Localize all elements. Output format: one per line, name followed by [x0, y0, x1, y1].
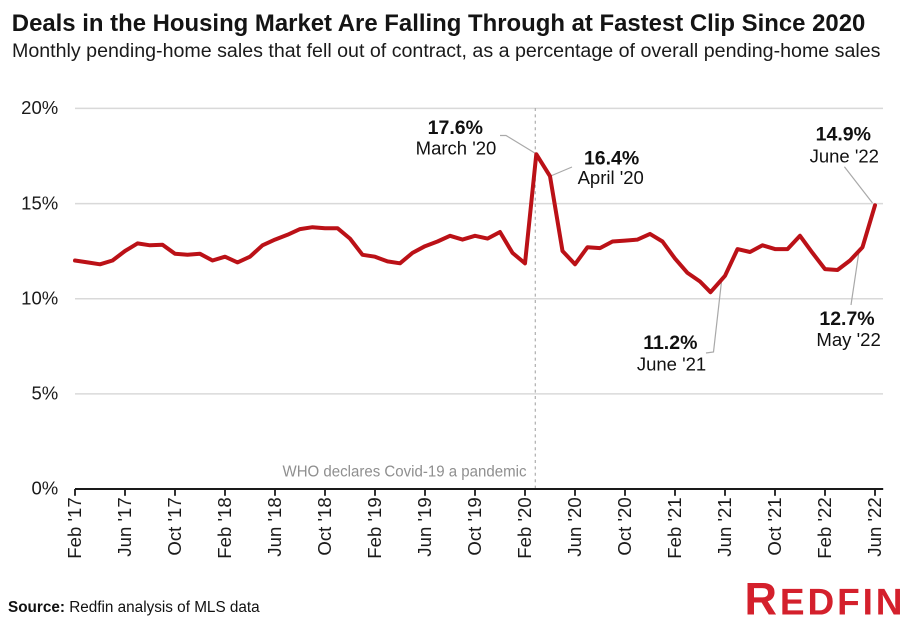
svg-text:Source: Redfin analysis of MLS: Source: Redfin analysis of MLS data: [8, 599, 260, 616]
svg-text:5%: 5%: [31, 383, 58, 404]
svg-text:15%: 15%: [21, 192, 58, 213]
svg-text:Jun '19: Jun '19: [414, 497, 435, 556]
svg-text:Oct '19: Oct '19: [464, 497, 485, 555]
svg-text:Oct '20: Oct '20: [614, 497, 635, 555]
svg-text:April '20: April '20: [578, 167, 644, 188]
svg-text:Deals in the Housing Market Ar: Deals in the Housing Market Are Falling …: [12, 10, 866, 37]
svg-text:11.2%: 11.2%: [643, 332, 697, 354]
svg-text:WHO declares Covid-19 a pandem: WHO declares Covid-19 a pandemic: [283, 463, 527, 480]
svg-text:17.6%: 17.6%: [428, 117, 483, 139]
svg-text:Jun '18: Jun '18: [264, 497, 285, 556]
svg-text:REDFIN: REDFIN: [745, 574, 900, 625]
svg-text:12.7%: 12.7%: [819, 308, 874, 330]
svg-text:June '22: June '22: [810, 146, 879, 167]
svg-text:Monthly pending-home sales tha: Monthly pending-home sales that fell out…: [12, 41, 881, 62]
svg-text:Feb '17: Feb '17: [64, 497, 85, 558]
svg-text:Feb '19: Feb '19: [364, 497, 385, 558]
svg-text:Oct '17: Oct '17: [164, 497, 185, 555]
svg-text:Feb '18: Feb '18: [214, 497, 235, 558]
svg-text:Feb '20: Feb '20: [514, 497, 535, 558]
svg-text:Oct '18: Oct '18: [314, 497, 335, 555]
svg-text:Jun '20: Jun '20: [564, 497, 585, 556]
svg-text:0%: 0%: [31, 478, 58, 499]
svg-text:14.9%: 14.9%: [816, 124, 871, 146]
svg-text:May '22: May '22: [816, 329, 881, 350]
svg-text:10%: 10%: [21, 288, 58, 309]
svg-text:Feb '22: Feb '22: [814, 497, 835, 558]
svg-text:20%: 20%: [21, 97, 58, 118]
svg-text:Feb '21: Feb '21: [664, 497, 685, 558]
svg-text:March '20: March '20: [416, 138, 497, 159]
svg-text:Jun '21: Jun '21: [714, 497, 735, 556]
svg-text:Jun '17: Jun '17: [114, 497, 135, 556]
svg-text:June '21: June '21: [637, 354, 706, 375]
svg-text:Oct '21: Oct '21: [764, 497, 785, 555]
svg-text:Jun '22: Jun '22: [864, 497, 885, 556]
